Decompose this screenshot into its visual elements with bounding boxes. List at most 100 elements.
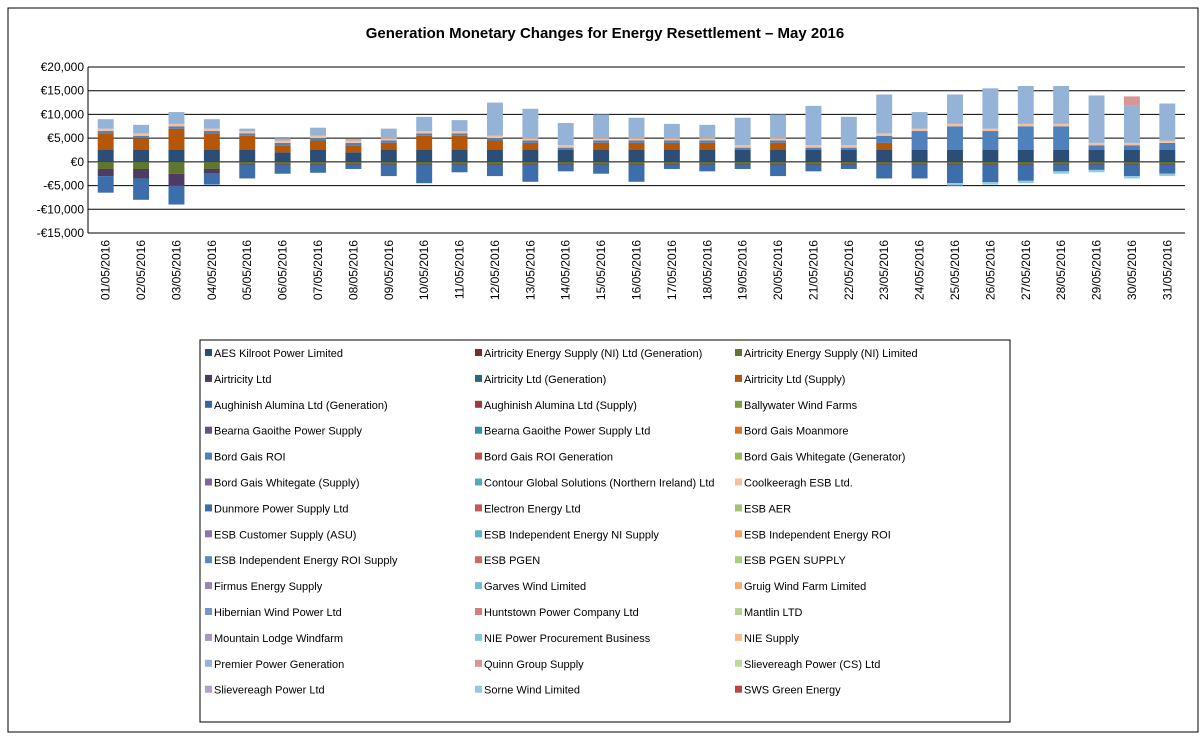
bar-segment	[1017, 164, 1034, 166]
bar-segment	[947, 123, 963, 127]
bar-segment	[876, 164, 893, 166]
bar-segment	[168, 123, 185, 127]
bar-segment	[770, 142, 787, 150]
bar-segment	[133, 133, 150, 136]
bar-segment	[840, 164, 857, 166]
bar-segment	[416, 161, 433, 165]
legend-label: Gruig Wind Farm Limited	[744, 581, 866, 593]
legend-swatch	[205, 685, 212, 693]
x-tick-label: 31/05/2016	[1160, 240, 1174, 300]
bar-segment	[239, 133, 256, 136]
bar-segment	[663, 123, 680, 139]
bar-segment	[947, 164, 963, 166]
legend-swatch	[475, 530, 482, 538]
x-tick-label: 04/05/2016	[205, 240, 219, 300]
bar-segment	[1123, 145, 1140, 150]
legend-swatch	[735, 659, 742, 667]
bar-segment	[203, 173, 220, 185]
bar-segment	[168, 150, 185, 162]
bar-segment	[522, 140, 539, 143]
legend-swatch	[475, 349, 482, 356]
bar-segment	[133, 135, 150, 139]
bar-segment	[416, 116, 433, 132]
bar-segment	[593, 140, 610, 143]
bar-segment	[1017, 161, 1034, 165]
bar-segment	[982, 150, 999, 162]
bar-segment	[1159, 173, 1176, 177]
legend-swatch	[205, 349, 212, 356]
bar-segment	[805, 147, 822, 150]
bar-segment	[522, 138, 539, 141]
bar-segment	[345, 165, 362, 169]
bar-segment	[982, 161, 999, 165]
legend-label: Ballywater Wind Farms	[744, 400, 858, 412]
bar-segment	[168, 173, 185, 186]
bar-segment	[1159, 165, 1176, 174]
bar-segment	[274, 138, 291, 141]
legend-label: ESB Independent Energy NI Supply	[484, 529, 659, 541]
x-tick-label: 20/05/2016	[771, 240, 785, 300]
bar-segment	[486, 135, 503, 139]
bar-segment	[1123, 150, 1140, 162]
x-tick-label: 29/05/2016	[1090, 240, 1104, 300]
bar-segment	[805, 165, 822, 172]
legend-label: ESB PGEN	[484, 555, 540, 567]
bar-segment	[522, 165, 539, 182]
legend-swatch	[205, 556, 212, 564]
legend-label: Huntstown Power Company Ltd	[484, 607, 639, 619]
bar-segment	[876, 161, 893, 165]
bar-segment	[947, 161, 963, 165]
bar-segment	[770, 114, 787, 139]
bar-segment	[770, 165, 787, 177]
bar-segment	[1053, 161, 1070, 165]
bar-segment	[1159, 161, 1176, 165]
bar-segment	[876, 165, 893, 179]
x-tick-label: 30/05/2016	[1125, 240, 1139, 300]
bar-segment	[1088, 165, 1105, 170]
legend-label: Contour Global Solutions (Northern Irela…	[484, 478, 715, 490]
x-tick-label: 06/05/2016	[276, 240, 290, 300]
bar-segment	[628, 164, 645, 166]
bar-segment	[840, 145, 857, 148]
legend-label: Sorne Wind Limited	[484, 685, 580, 697]
bar-segment	[1123, 164, 1140, 166]
bar-segment	[416, 164, 433, 166]
bar-segment	[1017, 150, 1034, 162]
bar-segment	[1159, 164, 1176, 166]
legend-label: Mantlin LTD	[744, 607, 803, 619]
legend-label: Hibernian Wind Power Ltd	[214, 607, 342, 619]
bar-segment	[168, 161, 185, 174]
legend-swatch	[205, 452, 212, 460]
bar-segment	[345, 161, 362, 165]
x-tick-label: 07/05/2016	[311, 240, 325, 300]
bar-segment	[310, 138, 326, 141]
bar-segment	[486, 161, 503, 165]
legend-swatch	[735, 478, 742, 486]
bar-segment	[911, 161, 928, 165]
bar-segment	[239, 164, 256, 166]
bar-segment	[274, 165, 291, 174]
bar-segment	[770, 140, 787, 143]
y-tick-label: -€10,000	[37, 202, 85, 216]
legend-label: Bearna Gaoithe Power Supply	[214, 426, 362, 438]
bar-segment	[239, 135, 256, 150]
bar-segment	[840, 165, 857, 169]
legend-label: ESB Independent Energy ROI	[744, 529, 891, 541]
bar-segment	[840, 161, 857, 165]
legend-swatch	[475, 685, 482, 693]
bar-segment	[522, 150, 539, 162]
bar-segment	[770, 150, 787, 162]
x-tick-label: 18/05/2016	[700, 240, 714, 300]
x-tick-label: 21/05/2016	[806, 240, 820, 300]
bar-segment	[663, 164, 680, 166]
bar-segment	[911, 164, 928, 166]
bar-segment	[557, 161, 574, 165]
bar-segment	[876, 133, 893, 136]
x-tick-label: 08/05/2016	[346, 240, 360, 300]
legend-label: NIE Supply	[744, 633, 800, 645]
bar-segment	[1088, 169, 1105, 173]
legend-label: Mountain Lodge Windfarm	[214, 633, 343, 645]
bar-segment	[663, 161, 680, 165]
bar-segment	[310, 165, 326, 173]
bar-segment	[805, 161, 822, 165]
